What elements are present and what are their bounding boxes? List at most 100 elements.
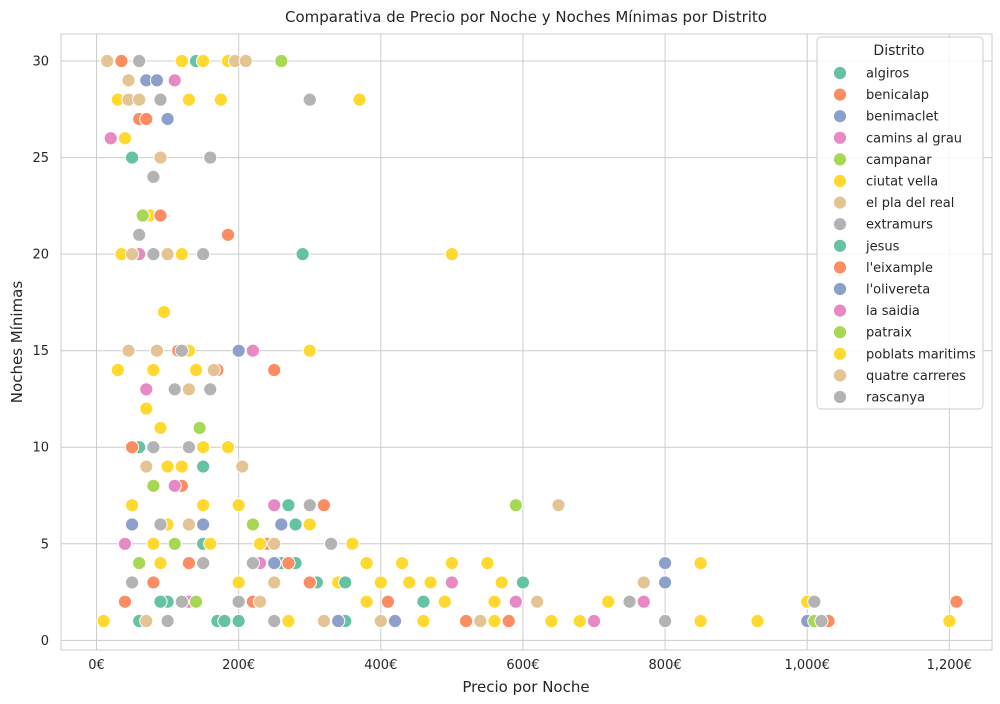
y-axis-ticks: 0 5 10 15 20 25 30 xyxy=(32,55,49,649)
data-point xyxy=(508,594,523,609)
data-point xyxy=(146,536,161,551)
x-tick-label: 1,200€ xyxy=(927,658,973,673)
data-point xyxy=(288,517,303,532)
data-point xyxy=(416,613,431,629)
data-point xyxy=(181,440,197,455)
data-point xyxy=(206,362,221,378)
data-point xyxy=(267,575,282,590)
data-point xyxy=(174,343,189,358)
data-point xyxy=(103,131,118,146)
data-point xyxy=(331,613,346,629)
data-point xyxy=(274,517,289,532)
data-point xyxy=(181,517,197,532)
data-point xyxy=(217,613,232,629)
data-point xyxy=(203,150,218,165)
data-point xyxy=(316,498,332,513)
data-point xyxy=(192,420,207,436)
data-point xyxy=(267,362,282,378)
x-tick-label: 600€ xyxy=(506,658,539,673)
data-point xyxy=(124,440,140,455)
data-point xyxy=(132,53,147,69)
data-point xyxy=(267,556,282,571)
data-point xyxy=(124,150,140,165)
data-point xyxy=(100,53,115,69)
x-tick-label: 200€ xyxy=(222,658,255,673)
legend-item: patraix xyxy=(832,325,912,341)
data-point xyxy=(416,594,431,609)
data-point xyxy=(132,92,147,107)
data-point xyxy=(338,575,353,590)
data-point xyxy=(153,208,168,223)
data-point xyxy=(487,594,502,609)
data-point xyxy=(572,613,587,629)
data-point xyxy=(181,92,197,107)
data-point xyxy=(160,613,175,629)
legend-item: l'olivereta xyxy=(832,281,930,298)
data-point xyxy=(196,556,211,571)
data-point xyxy=(359,594,374,609)
data-points xyxy=(96,53,964,629)
chart-title: Comparativa de Precio por Noche y Noches… xyxy=(285,8,767,26)
data-point xyxy=(153,594,168,609)
series-rascanya xyxy=(132,53,829,629)
data-point xyxy=(181,382,197,397)
data-point xyxy=(167,382,182,397)
data-point xyxy=(196,440,211,455)
legend-label: campanar xyxy=(866,153,932,168)
data-point xyxy=(345,536,360,551)
legend-marker xyxy=(832,130,848,145)
legend-label: l'eixample xyxy=(866,261,933,276)
data-point xyxy=(203,536,218,551)
legend-marker xyxy=(832,325,848,340)
data-point xyxy=(444,575,459,590)
legend-marker xyxy=(832,217,848,232)
data-point xyxy=(167,73,182,88)
data-point xyxy=(622,594,637,609)
data-point xyxy=(160,111,175,127)
data-point xyxy=(132,227,147,242)
x-axis-ticks: 0€ 200€ 400€ 600€ 800€ 1,000€ 1,200€ xyxy=(88,658,972,673)
data-point xyxy=(231,575,246,590)
data-point xyxy=(196,498,211,513)
data-point xyxy=(657,613,673,629)
legend-label: la saidia xyxy=(866,304,920,319)
y-tick-label: 30 xyxy=(32,55,49,70)
data-point xyxy=(124,517,140,532)
legend-marker xyxy=(832,368,848,383)
data-point xyxy=(444,556,459,571)
data-point xyxy=(281,613,296,629)
data-point xyxy=(139,111,154,127)
legend-marker xyxy=(832,238,848,253)
data-point xyxy=(188,362,204,378)
legend-item: camins al grau xyxy=(832,130,962,146)
data-point xyxy=(750,613,765,629)
data-point xyxy=(267,613,282,629)
data-point xyxy=(124,575,140,590)
x-tick-label: 400€ xyxy=(364,658,397,673)
legend-title: Distrito xyxy=(873,43,924,59)
series-poblats-maritims xyxy=(139,92,957,629)
data-point xyxy=(146,362,161,378)
data-point xyxy=(807,594,822,609)
data-point xyxy=(530,594,545,609)
data-point xyxy=(188,594,204,609)
data-point xyxy=(402,575,417,590)
x-tick-label: 800€ xyxy=(649,658,682,673)
data-point xyxy=(814,613,829,629)
legend-item: la saidia xyxy=(832,303,920,319)
data-point xyxy=(139,459,154,474)
legend-item: extramurs xyxy=(832,217,933,233)
data-point xyxy=(174,247,189,262)
data-point xyxy=(139,613,154,629)
legend: Distrito algiros benicalap benimaclet camin… xyxy=(816,36,984,410)
legend-label: quatre carreres xyxy=(866,369,966,384)
data-point xyxy=(245,556,260,571)
data-point xyxy=(387,613,403,629)
data-point xyxy=(231,613,246,629)
data-point xyxy=(252,594,268,609)
legend-item: campanar xyxy=(832,152,932,168)
data-point xyxy=(156,304,172,320)
data-point xyxy=(636,594,651,609)
data-point xyxy=(551,498,566,513)
y-tick-label: 25 xyxy=(32,151,49,166)
